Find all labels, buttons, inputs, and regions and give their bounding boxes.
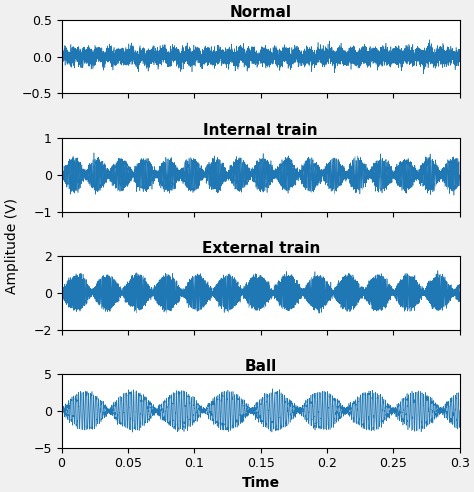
X-axis label: Time: Time xyxy=(242,476,280,490)
Title: External train: External train xyxy=(201,241,320,256)
Text: Amplitude (V): Amplitude (V) xyxy=(5,198,19,294)
Title: Normal: Normal xyxy=(230,5,292,20)
Title: Internal train: Internal train xyxy=(203,123,318,138)
Title: Ball: Ball xyxy=(245,359,277,374)
